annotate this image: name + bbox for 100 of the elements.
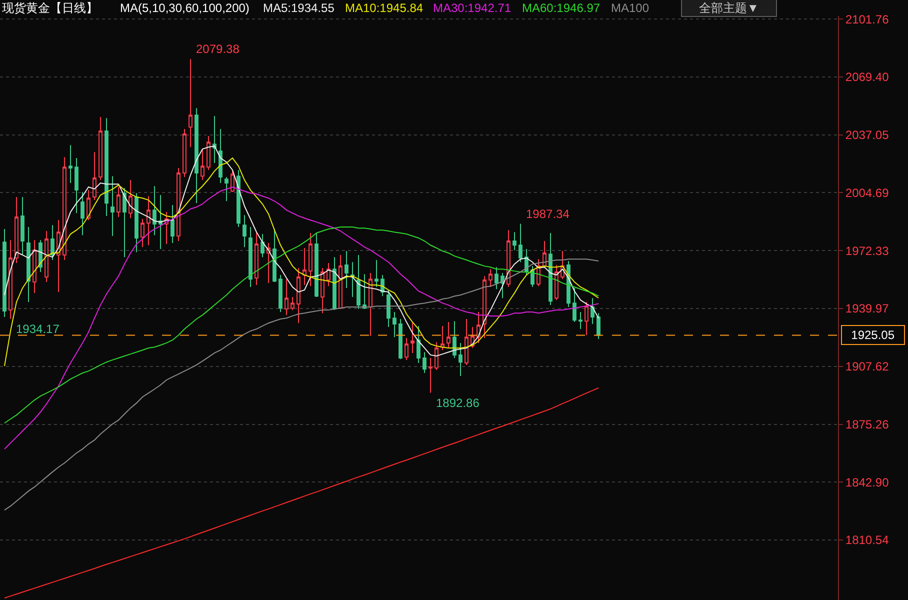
candlestick xyxy=(584,302,588,336)
annotation: 2079.38 xyxy=(196,42,240,56)
candlestick xyxy=(26,226,30,303)
legend-title: MA(5,10,30,60,100,200) xyxy=(120,1,250,15)
candlestick xyxy=(230,170,234,192)
candlestick xyxy=(254,232,258,286)
line-series xyxy=(4,226,599,424)
candlestick xyxy=(140,218,144,248)
y-tick-label: 1842.90 xyxy=(845,475,890,490)
candlestick xyxy=(386,290,390,328)
chart-title: 现货黄金【日线】 xyxy=(2,1,98,16)
candlestick xyxy=(518,223,522,263)
candlestick xyxy=(272,228,276,282)
candlestick xyxy=(62,156,66,260)
y-tick-label: 1972.33 xyxy=(845,244,890,258)
candlestick xyxy=(398,318,402,360)
candlestick xyxy=(74,158,78,214)
candlestick xyxy=(536,258,540,287)
text: 全部主题▼ xyxy=(699,1,759,15)
candlestick xyxy=(38,240,42,272)
text: MA100 xyxy=(611,1,650,15)
candlestick xyxy=(14,196,18,264)
candlestick xyxy=(560,250,564,280)
candlestick xyxy=(212,115,216,164)
y-tick-label: 1810.54 xyxy=(845,533,890,548)
candlestick xyxy=(464,318,468,366)
y-tick-label: 1875.26 xyxy=(845,417,890,432)
candlestick xyxy=(458,342,462,377)
candlestick xyxy=(278,274,282,313)
candlestick xyxy=(104,118,108,216)
candlestick xyxy=(512,232,516,251)
candlestick xyxy=(152,186,156,236)
annotation: 1987.34 xyxy=(526,207,570,221)
candlestick xyxy=(482,276,486,338)
candlestick xyxy=(368,272,372,336)
candlestick xyxy=(590,298,594,325)
candlestick xyxy=(404,337,408,360)
candlestick xyxy=(302,247,306,286)
candlestick xyxy=(116,186,120,218)
candlestick xyxy=(440,325,444,351)
candlestick xyxy=(188,58,192,148)
candlestick xyxy=(578,312,582,330)
y-tick-label: 1939.97 xyxy=(845,302,890,316)
candlestick xyxy=(8,240,12,320)
candlestick xyxy=(308,232,312,287)
y-tick-label: 2101.76 xyxy=(845,12,890,26)
candlestick xyxy=(224,176,228,202)
candlestick xyxy=(164,212,168,245)
y-tick-label: 2004.69 xyxy=(845,186,890,200)
text: MA5:1934.55 xyxy=(263,1,335,15)
candlestick xyxy=(416,325,420,364)
candlestick xyxy=(506,230,510,288)
candlestick xyxy=(50,224,54,260)
candlestick xyxy=(548,232,552,306)
candlestick xyxy=(428,357,432,394)
candlestick xyxy=(218,128,222,184)
candlestick xyxy=(374,259,378,288)
y-tick-label: 2037.05 xyxy=(845,128,890,142)
candlestick xyxy=(554,264,558,301)
candlestick xyxy=(248,226,252,288)
candlestick xyxy=(596,312,600,340)
candlestick xyxy=(200,150,204,181)
ref-line-label: 1925.05 xyxy=(851,328,895,342)
candlestick xyxy=(296,268,300,324)
candlestick xyxy=(86,190,90,221)
candlestick xyxy=(128,180,132,219)
y-tick-label: 1907.62 xyxy=(845,360,890,374)
annotation: 1934.17 xyxy=(16,322,60,336)
candlestick xyxy=(260,234,264,258)
candlestick xyxy=(410,322,414,354)
candlestick xyxy=(434,342,438,370)
candlestick xyxy=(98,116,102,181)
candlestick xyxy=(182,128,186,178)
candlestick xyxy=(44,230,48,282)
candlestick xyxy=(362,274,366,310)
candlestick xyxy=(146,196,150,246)
candlestick xyxy=(20,196,24,256)
text: MA30:1942.71 xyxy=(433,1,512,15)
candlestick xyxy=(56,220,60,292)
candlestick xyxy=(32,240,36,294)
candlestick xyxy=(530,266,534,288)
candlestick xyxy=(356,254,360,310)
line-series xyxy=(4,387,599,599)
candlestick xyxy=(344,250,348,289)
candlestick xyxy=(470,326,474,348)
candlestick xyxy=(134,192,138,253)
candlestick xyxy=(320,268,324,314)
candlestick xyxy=(242,214,246,248)
candlestick xyxy=(314,232,318,298)
text: MA10:1945.84 xyxy=(345,1,424,15)
candlestick xyxy=(284,278,288,316)
candlestick xyxy=(452,320,456,358)
annotation: 1892.86 xyxy=(436,396,480,410)
candlestick xyxy=(92,152,96,201)
candlestick xyxy=(494,266,498,290)
candlestick xyxy=(326,262,330,287)
candlestick xyxy=(476,312,480,344)
candlestick xyxy=(110,176,114,237)
candlestick xyxy=(338,254,342,310)
candlestick xyxy=(266,242,270,284)
